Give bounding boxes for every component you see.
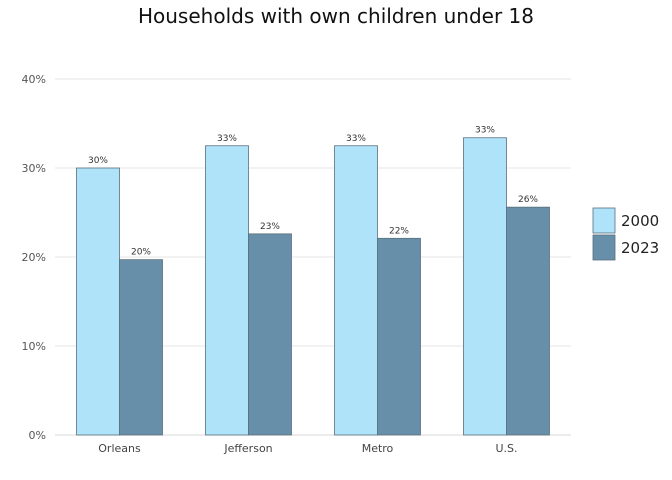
legend-label: 2000: [621, 212, 659, 230]
y-tick-label: 30%: [22, 162, 46, 175]
legend-swatch: [592, 234, 616, 261]
bar: [377, 237, 421, 436]
bar: [205, 145, 249, 436]
data-label: 33%: [217, 134, 237, 144]
data-label: 30%: [88, 156, 108, 166]
bar: [334, 145, 378, 436]
y-tick-label: 20%: [22, 251, 46, 264]
y-axis-ticks: 0% 10% 20% 30% 40%: [22, 73, 46, 442]
data-labels: 30% 20% 33% 23% 33% 22% 33% 26%: [88, 126, 538, 258]
legend-label: 2023: [621, 239, 659, 257]
x-tick-label: Orleans: [98, 442, 141, 455]
bar: [506, 206, 550, 436]
bar: [119, 259, 163, 436]
data-label: 20%: [131, 248, 151, 258]
legend: 2000 2023: [592, 207, 659, 261]
bars: [76, 137, 550, 436]
x-tick-label: Jefferson: [223, 442, 272, 455]
data-label: 23%: [260, 222, 280, 232]
bar: [76, 167, 120, 436]
x-axis-ticks: Orleans Jefferson Metro U.S.: [98, 442, 517, 455]
y-tick-label: 40%: [22, 73, 46, 86]
bar: [463, 137, 507, 436]
y-tick-label: 0%: [29, 429, 46, 442]
x-tick-label: U.S.: [495, 442, 517, 455]
bar: [248, 233, 292, 436]
chart-title: Households with own children under 18: [137, 4, 534, 28]
data-label: 33%: [346, 134, 366, 144]
legend-swatch: [592, 207, 616, 234]
data-label: 26%: [518, 195, 538, 205]
y-tick-label: 10%: [22, 340, 46, 353]
data-label: 33%: [475, 126, 495, 136]
x-tick-label: Metro: [362, 442, 394, 455]
data-label: 22%: [389, 226, 409, 236]
